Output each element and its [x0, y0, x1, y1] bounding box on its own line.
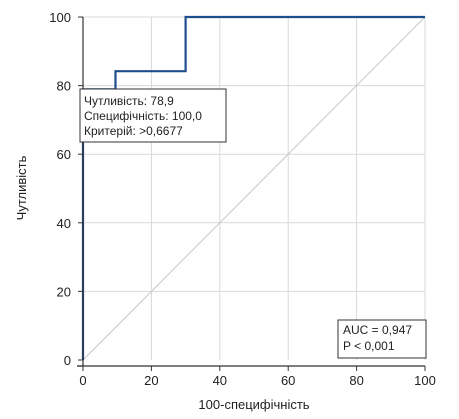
y-tick-label: 20 — [57, 284, 71, 299]
x-tick-label: 60 — [281, 373, 295, 388]
x-tick-label: 20 — [144, 373, 158, 388]
reference-diagonal-line — [82, 16, 426, 361]
specificity-text: Специфічність: 100,0 — [84, 109, 202, 123]
y-axis-title: Чутливість — [14, 155, 29, 220]
auc-stats: AUC = 0,947 P < 0,001 — [337, 319, 427, 359]
x-tick-label: 100 — [414, 373, 436, 388]
criterion-box — [79, 88, 227, 143]
sensitivity-text: Чутливість: 78,9 — [84, 94, 174, 108]
y-tick-label: 80 — [57, 79, 71, 94]
criterion-text: Критерій: >0,6677 — [84, 124, 183, 138]
x-tick-label: 40 — [213, 373, 227, 388]
p-value-text: P < 0,001 — [343, 339, 395, 353]
criterion-annotation: Чутливість: 78,9 Специфічність: 100,0 Кр… — [79, 88, 227, 143]
x-tick-label: 0 — [79, 373, 86, 388]
axes — [77, 17, 425, 367]
series-layer — [81, 15, 426, 361]
y-tick-label: 40 — [57, 216, 71, 231]
y-tick-labels: 0 20 40 60 80 100 — [49, 10, 83, 368]
x-axis-title: 100-специфічність — [198, 397, 309, 412]
x-tick-label: 80 — [349, 373, 363, 388]
x-tick-labels: 0 20 40 60 80 100 — [79, 366, 436, 388]
auc-box — [337, 319, 427, 359]
y-tick-label: 100 — [49, 10, 71, 25]
y-tick-label: 0 — [64, 353, 71, 368]
auc-text: AUC = 0,947 — [343, 323, 412, 337]
y-tick-label: 60 — [57, 147, 71, 162]
